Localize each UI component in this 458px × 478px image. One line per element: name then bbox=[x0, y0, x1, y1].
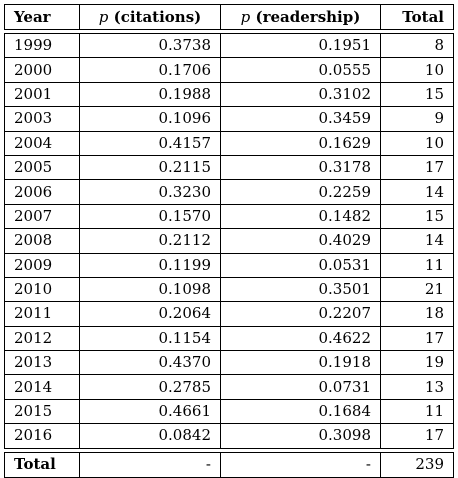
table-row: 2005 0.2115 0.3178 17 bbox=[4, 155, 454, 181]
table-row: 2012 0.1154 0.4622 17 bbox=[4, 326, 454, 352]
cell-p-readership: 0.3102 bbox=[220, 82, 380, 108]
cell-year: 2011 bbox=[4, 302, 79, 327]
cell-p-citations: 0.4157 bbox=[79, 131, 220, 156]
cell-p-citations: 0.2785 bbox=[79, 375, 220, 400]
cell-p-readership: 0.1629 bbox=[220, 131, 380, 156]
cell-year: 2003 bbox=[4, 107, 79, 132]
cell-p-readership: 0.1482 bbox=[220, 204, 380, 230]
cell-p-citations: 0.4661 bbox=[79, 399, 220, 425]
table-header-row: Year p (citations) p (readership) Total bbox=[4, 4, 454, 30]
cell-p-citations: 0.1199 bbox=[79, 253, 220, 278]
table-row: 2003 0.1096 0.3459 9 bbox=[4, 107, 454, 132]
cell-total: 11 bbox=[380, 399, 454, 425]
cell-p-citations: 0.1098 bbox=[79, 277, 220, 303]
cell-year: 2009 bbox=[4, 253, 79, 278]
year-p-values-table: Year p (citations) p (readership) Total … bbox=[4, 4, 454, 478]
cell-year: 2001 bbox=[4, 82, 79, 108]
table-row: 2001 0.1988 0.3102 15 bbox=[4, 82, 454, 108]
cell-p-citations: 0.2115 bbox=[79, 155, 220, 181]
cell-p-citations: 0.1706 bbox=[79, 58, 220, 83]
cell-p-citations: 0.1570 bbox=[79, 204, 220, 230]
cell-year: 2008 bbox=[4, 229, 79, 254]
cell-year: 2010 bbox=[4, 277, 79, 303]
cell-p-citations: 0.1154 bbox=[79, 326, 220, 352]
cell-p-readership: 0.2207 bbox=[220, 302, 380, 327]
cell-p-citations: 0.3230 bbox=[79, 180, 220, 205]
cell-p-readership: 0.2259 bbox=[220, 180, 380, 205]
table-row: 2006 0.3230 0.2259 14 bbox=[4, 180, 454, 205]
table-row: 2011 0.2064 0.2207 18 bbox=[4, 302, 454, 327]
table-body: 1999 0.3738 0.1951 8 2000 0.1706 0.0555 10 2001 0… bbox=[4, 33, 454, 449]
table-row: 1999 0.3738 0.1951 8 bbox=[4, 33, 454, 59]
cell-total: 14 bbox=[380, 229, 454, 254]
cell-total: 10 bbox=[380, 131, 454, 156]
cell-year: 2012 bbox=[4, 326, 79, 352]
table-row: 2015 0.4661 0.1684 11 bbox=[4, 399, 454, 425]
table-row: 2014 0.2785 0.0731 13 bbox=[4, 375, 454, 400]
table-row: 2004 0.4157 0.1629 10 bbox=[4, 131, 454, 156]
cell-p-readership: 0.1951 bbox=[220, 33, 380, 59]
table-row: 2009 0.1199 0.0531 11 bbox=[4, 253, 454, 278]
header-citations-label: (citations) bbox=[113, 7, 202, 26]
header-p-citations: p (citations) bbox=[79, 4, 220, 30]
cell-year: 1999 bbox=[4, 33, 79, 59]
cell-p-citations: 0.2112 bbox=[79, 229, 220, 254]
cell-total: 17 bbox=[380, 155, 454, 181]
cell-p-citations: 0.1988 bbox=[79, 82, 220, 108]
cell-total: 10 bbox=[380, 58, 454, 83]
cell-p-readership: 0.0555 bbox=[220, 58, 380, 83]
cell-year: 2015 bbox=[4, 399, 79, 425]
cell-p-readership: 0.3178 bbox=[220, 155, 380, 181]
cell-p-readership: 0.0531 bbox=[220, 253, 380, 278]
cell-p-citations: 0.1096 bbox=[79, 107, 220, 132]
data-table-container: Year p (citations) p (readership) Total … bbox=[4, 4, 454, 478]
cell-year: 2000 bbox=[4, 58, 79, 83]
cell-total: 19 bbox=[380, 351, 454, 376]
cell-p-readership: 0.3459 bbox=[220, 107, 380, 132]
cell-p-readership: 0.0731 bbox=[220, 375, 380, 400]
header-p-symbol: p bbox=[240, 7, 251, 26]
table-row: 2007 0.1570 0.1482 15 bbox=[4, 204, 454, 230]
header-p-readership: p (readership) bbox=[220, 4, 380, 30]
cell-year: 2007 bbox=[4, 204, 79, 230]
cell-total: 11 bbox=[380, 253, 454, 278]
header-readership-label: (readership) bbox=[255, 7, 361, 26]
cell-total: 17 bbox=[380, 326, 454, 352]
cell-total: 18 bbox=[380, 302, 454, 327]
cell-total: 15 bbox=[380, 204, 454, 230]
table-row: 2008 0.2112 0.4029 14 bbox=[4, 229, 454, 254]
cell-total: 13 bbox=[380, 375, 454, 400]
cell-p-readership: 0.3501 bbox=[220, 277, 380, 303]
cell-total: 15 bbox=[380, 82, 454, 108]
cell-p-readership: 0.1684 bbox=[220, 399, 380, 425]
cell-p-readership: 0.4622 bbox=[220, 326, 380, 352]
cell-total: 21 bbox=[380, 277, 454, 303]
cell-year: 2014 bbox=[4, 375, 79, 400]
cell-year: 2016 bbox=[4, 424, 79, 449]
cell-p-citations: 0.4370 bbox=[79, 351, 220, 376]
table-row: 2016 0.0842 0.3098 17 bbox=[4, 424, 454, 449]
cell-year: 2005 bbox=[4, 155, 79, 181]
header-total: Total bbox=[380, 4, 454, 30]
header-p-symbol: p bbox=[98, 7, 109, 26]
cell-total: 17 bbox=[380, 424, 454, 449]
table-row: 2013 0.4370 0.1918 19 bbox=[4, 351, 454, 376]
cell-year: 2013 bbox=[4, 351, 79, 376]
cell-total: 8 bbox=[380, 33, 454, 59]
table-row: 2010 0.1098 0.3501 21 bbox=[4, 277, 454, 303]
cell-p-citations: 0.2064 bbox=[79, 302, 220, 327]
cell-year: 2004 bbox=[4, 131, 79, 156]
header-year: Year bbox=[4, 4, 79, 30]
cell-p-citations: 0.3738 bbox=[79, 33, 220, 59]
cell-p-citations: 0.0842 bbox=[79, 424, 220, 449]
cell-total: 9 bbox=[380, 107, 454, 132]
cell-total: 14 bbox=[380, 180, 454, 205]
cell-p-readership: 0.1918 bbox=[220, 351, 380, 376]
cell-p-readership: 0.4029 bbox=[220, 229, 380, 254]
table-row: 2000 0.1706 0.0555 10 bbox=[4, 58, 454, 83]
cell-p-readership: 0.3098 bbox=[220, 424, 380, 449]
cell-year: 2006 bbox=[4, 180, 79, 205]
